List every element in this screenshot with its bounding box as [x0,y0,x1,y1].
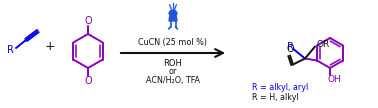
Text: R = H, alkyl: R = H, alkyl [252,94,299,102]
Wedge shape [169,10,177,14]
Text: O: O [84,76,92,86]
Text: R: R [287,41,293,52]
Text: or: or [169,67,177,75]
Text: O: O [286,44,294,53]
Text: CuCN (25 mol %): CuCN (25 mol %) [138,38,208,48]
Text: OR: OR [316,40,330,49]
Text: R = alkyl, aryl: R = alkyl, aryl [252,83,308,92]
Text: ACN/H₂O, TFA: ACN/H₂O, TFA [146,75,200,84]
Text: O: O [84,16,92,26]
Text: +: + [45,40,55,52]
Polygon shape [169,14,177,21]
Text: OH: OH [327,75,341,84]
Text: R: R [6,45,14,55]
Text: ROH: ROH [164,59,183,68]
